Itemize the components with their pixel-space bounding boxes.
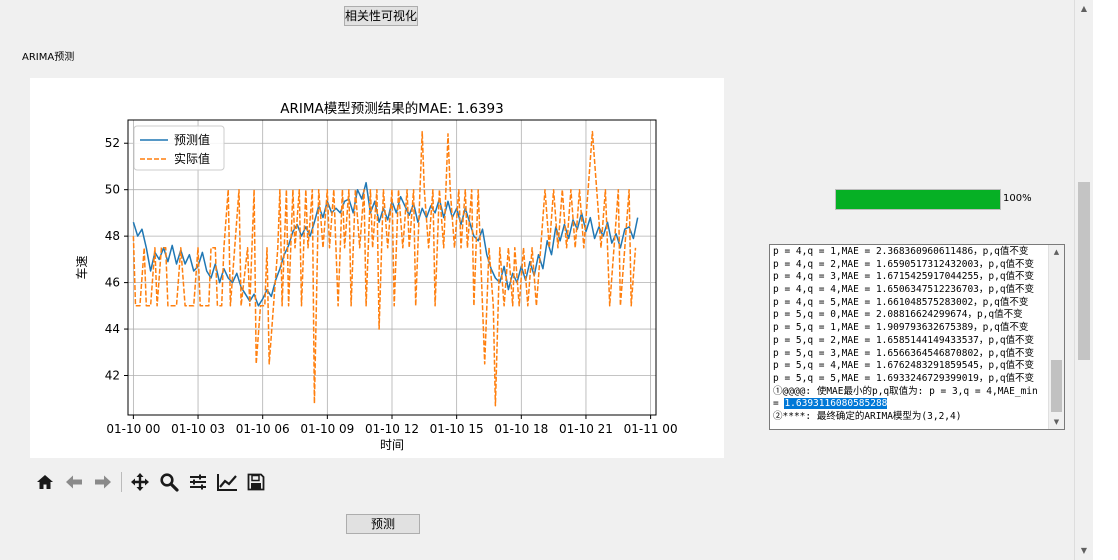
log-line: p = 5,q = 3,MAE = 1.6566364546870802，p,q… [773, 347, 1035, 359]
pan-icon[interactable] [127, 469, 153, 495]
progress-percentage: 100% [1003, 193, 1032, 204]
log-line: p = 4,q = 2,MAE = 1.6590517312432003，p,q… [773, 258, 1035, 270]
edit-axis-icon[interactable] [214, 469, 240, 495]
scroll-down-arrow-icon[interactable]: ▼ [1053, 418, 1060, 426]
log-scrollbar[interactable]: ▲ ▼ [1048, 245, 1064, 429]
progress-bar [835, 189, 1001, 210]
y-tick-label: 46 [105, 276, 120, 290]
log-line: p = 5,q = 0,MAE = 2.08816624299674，p,q值不… [773, 309, 1023, 321]
selected-mae-value: 1.6393116080585288 [784, 398, 888, 410]
y-tick-label: 44 [105, 322, 120, 336]
correlation-visualization-button[interactable]: 相关性可视化 [344, 6, 418, 26]
chart-title: ARIMA模型预测结果的MAE: 1.6393 [280, 101, 503, 117]
scroll-up-arrow-icon[interactable]: ▲ [1053, 248, 1060, 256]
home-icon[interactable] [32, 469, 58, 495]
log-line: p = 5,q = 1,MAE = 1.909793632675389，p,q值… [773, 322, 1029, 334]
matplotlib-toolbar [32, 468, 269, 496]
log-output-textbox[interactable]: p = 4,q = 1,MAE = 2.368360960611486，p,q值… [769, 244, 1065, 430]
window-scroll-down-arrow-icon[interactable]: ▼ [1080, 546, 1088, 555]
window-scroll-up-arrow-icon[interactable]: ▲ [1080, 4, 1088, 13]
arima-section-label: ARIMA预测 [22, 52, 75, 63]
toolbar-separator [121, 472, 122, 492]
x-tick-label: 01-10 21 [559, 422, 613, 436]
x-axis-label: 时间 [380, 438, 404, 452]
log-line: p = 4,q = 3,MAE = 1.6715425917044255，p,q… [773, 271, 1035, 283]
arima-chart-area: 42 44 46 48 50 52 01-10 00 01-10 03 01-10 06 01-1… [30, 78, 724, 458]
arima-chart: 42 44 46 48 50 52 01-10 00 01-10 03 01-10 06 01-1… [74, 101, 678, 452]
x-tick-label: 01-10 06 [236, 422, 290, 436]
x-tick-label: 01-10 09 [300, 422, 354, 436]
log-line: ②****: 最终确定的ARIMA模型为(3,2,4) [773, 410, 962, 422]
predict-button[interactable]: 预测 [346, 514, 420, 534]
y-tick-label: 42 [105, 369, 120, 383]
log-line: = 1.6393116080585288 [773, 398, 888, 410]
forward-arrow-icon[interactable] [90, 469, 116, 495]
log-line: p = 4,q = 5,MAE = 1.661048575283002，p,q值… [773, 296, 1029, 308]
y-tick-label: 52 [105, 136, 120, 150]
x-tick-label: 01-10 15 [430, 422, 484, 436]
configure-subplots-icon[interactable] [185, 469, 211, 495]
series-line-actual [132, 130, 637, 407]
log-line: p = 5,q = 4,MAE = 1.6762483291859545，p,q… [773, 360, 1035, 372]
x-tick-label: 01-10 00 [106, 422, 160, 436]
x-tick-label: 01-10 18 [494, 422, 548, 436]
log-line: ①@@@@: 使MAE最小的p,q取值为: p = 3,q = 4,MAE_mi… [773, 385, 1038, 397]
x-tick-label: 01-10 03 [171, 422, 225, 436]
log-scrollbar-thumb[interactable] [1051, 360, 1062, 412]
y-axis-label: 车速 [74, 255, 89, 279]
log-lines: p = 4,q = 1,MAE = 2.368360960611486，p,q值… [773, 246, 1048, 424]
log-line: p = 5,q = 2,MAE = 1.6585144149433537，p,q… [773, 334, 1035, 346]
legend-label: 预测值 [174, 132, 210, 147]
log-line: p = 4,q = 4,MAE = 1.6506347512236703，p,q… [773, 284, 1035, 296]
x-tick-label: 01-11 00 [624, 422, 678, 436]
x-tick-label: 01-10 12 [365, 422, 419, 436]
y-tick-label: 48 [105, 229, 120, 243]
window-scrollbar-thumb[interactable] [1078, 182, 1090, 360]
y-tick-label: 50 [105, 183, 120, 197]
back-arrow-icon[interactable] [61, 469, 87, 495]
legend-label: 实际值 [174, 151, 210, 166]
window-scrollbar[interactable]: ▲ ▼ [1074, 0, 1093, 560]
progress-bar-fill [836, 190, 1000, 209]
window-edge [1093, 0, 1118, 560]
save-icon[interactable] [243, 469, 269, 495]
log-line: p = 5,q = 5,MAE = 1.6933246729399019，p,q… [773, 372, 1035, 384]
log-line: p = 4,q = 1,MAE = 2.368360960611486，p,q值… [773, 246, 1029, 257]
zoom-icon[interactable] [156, 469, 182, 495]
